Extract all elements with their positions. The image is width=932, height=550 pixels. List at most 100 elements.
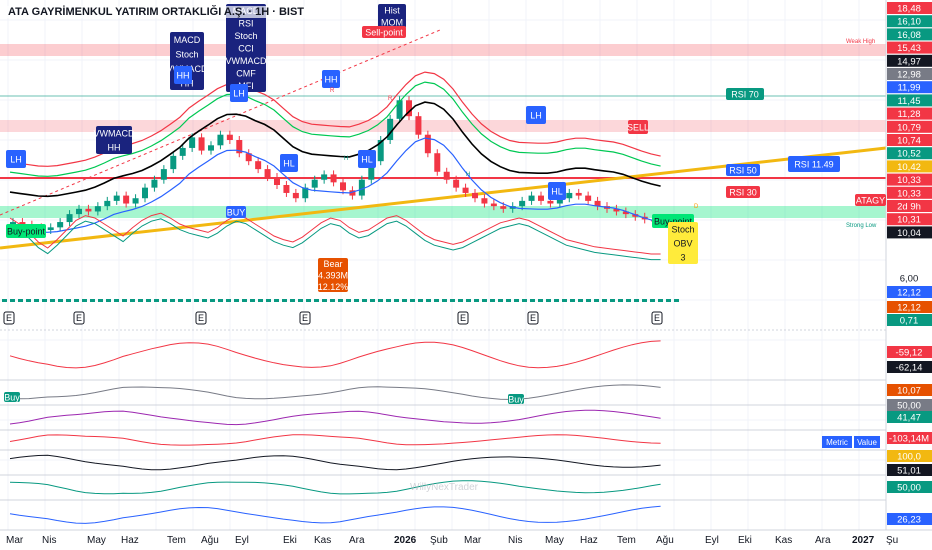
volume-marker xyxy=(250,299,255,302)
x-tick-label: Ara xyxy=(815,535,831,546)
candle xyxy=(575,192,582,196)
signal-label: LH xyxy=(233,89,245,99)
price-axis-label-bg xyxy=(887,200,932,212)
volume-marker xyxy=(514,299,519,302)
volume-marker xyxy=(426,299,431,302)
candle xyxy=(264,169,271,178)
signal-label: RSI 30 xyxy=(729,188,757,198)
volume-marker xyxy=(330,299,335,302)
earnings-marker xyxy=(299,311,311,325)
price-axis-label-bg xyxy=(887,134,932,146)
volume-marker xyxy=(578,299,583,302)
chart-note: R xyxy=(330,88,335,94)
earnings-marker-label: E xyxy=(530,313,536,323)
volume-marker xyxy=(178,299,183,302)
signal-label-bg xyxy=(548,182,566,200)
volume-marker xyxy=(442,299,447,302)
volume-marker xyxy=(466,299,471,302)
trendline-dashed xyxy=(0,29,441,216)
candle xyxy=(368,161,375,180)
candle xyxy=(151,179,158,188)
lower-axis-label-bg xyxy=(887,286,932,298)
price-axis-label-bg xyxy=(887,94,932,107)
signal-label-bg xyxy=(318,258,348,292)
candle xyxy=(236,140,243,154)
stoch-d-line xyxy=(9,218,661,261)
price-axis-label-bg xyxy=(887,173,932,186)
candle xyxy=(94,206,101,212)
volume-marker xyxy=(434,299,439,302)
price-axis-label-bg xyxy=(887,54,932,67)
price-axis-label-bg xyxy=(887,15,932,28)
price-axis-label-bg xyxy=(887,120,932,133)
chart-note: R xyxy=(388,96,393,102)
earnings-marker xyxy=(73,311,85,325)
signal-label: Buy-point xyxy=(7,227,46,237)
signal-label-bg xyxy=(226,206,246,218)
signal-label-bg xyxy=(226,4,266,92)
signal-label-bg xyxy=(378,4,406,28)
volume-marker xyxy=(346,299,351,302)
signal-label: Buy xyxy=(508,395,524,405)
candle xyxy=(245,153,252,162)
volume-marker xyxy=(290,299,295,302)
price-axis-label: 14,97 xyxy=(897,56,921,67)
earnings-marker-label: E xyxy=(6,313,12,323)
candle xyxy=(622,211,629,215)
x-tick-label: Tem xyxy=(617,535,636,546)
lower-axis-label: 26,23 xyxy=(897,515,921,526)
candle xyxy=(349,190,356,196)
price-axis-label: 10,52 xyxy=(897,149,921,160)
x-tick-label: Eki xyxy=(283,535,297,546)
volume-marker xyxy=(658,299,663,302)
signal-label: HL xyxy=(551,187,563,197)
candle xyxy=(217,134,224,146)
volume-marker xyxy=(506,299,511,302)
volume-marker xyxy=(34,299,39,302)
signal-label: CMF xyxy=(236,69,256,79)
indicator-line xyxy=(9,505,661,524)
candle xyxy=(66,214,73,223)
volume-marker xyxy=(306,299,311,302)
price-axis-label: 10,33 xyxy=(897,188,921,199)
candle xyxy=(189,137,196,148)
volume-marker xyxy=(362,299,367,302)
candle xyxy=(443,171,450,180)
x-tick-label: Nis xyxy=(508,535,522,546)
lower-axis-label: -59,12 xyxy=(896,348,923,359)
volume-marker xyxy=(610,299,615,302)
volume-marker xyxy=(90,299,95,302)
chart-note: Strong Low xyxy=(846,223,877,229)
candle xyxy=(481,198,488,204)
volume-marker xyxy=(186,299,191,302)
lower-axis-label: 12,12 xyxy=(897,303,921,314)
chart-note: H xyxy=(466,172,470,178)
signal-label: OBV xyxy=(673,239,692,249)
lower-axis-label-bg xyxy=(887,361,932,373)
candle xyxy=(424,134,431,154)
lower-axis-label: 10,07 xyxy=(897,386,921,397)
signal-label-bg xyxy=(6,224,46,238)
earnings-marker-label: E xyxy=(198,313,204,323)
volume-marker xyxy=(586,299,591,302)
candle xyxy=(302,187,309,199)
volume-marker xyxy=(482,299,487,302)
price-axis-label-bg xyxy=(887,107,932,120)
earnings-marker-label: E xyxy=(302,313,308,323)
chart-title: ATA GAYRİMENKUL YATIRIM ORTAKLIĞI A.Ş. ·… xyxy=(6,6,306,18)
volume-marker xyxy=(106,299,111,302)
resistance-zone xyxy=(0,120,886,132)
volume-marker xyxy=(322,299,327,302)
volume-marker xyxy=(562,299,567,302)
volume-marker xyxy=(114,299,119,302)
candle xyxy=(10,222,16,225)
signal-label-bg xyxy=(726,186,760,198)
candle xyxy=(613,208,620,212)
candle xyxy=(406,100,412,117)
signal-label-bg xyxy=(726,88,764,100)
ma-line-green xyxy=(9,81,661,177)
candle xyxy=(179,147,186,156)
volume-marker xyxy=(74,299,79,302)
